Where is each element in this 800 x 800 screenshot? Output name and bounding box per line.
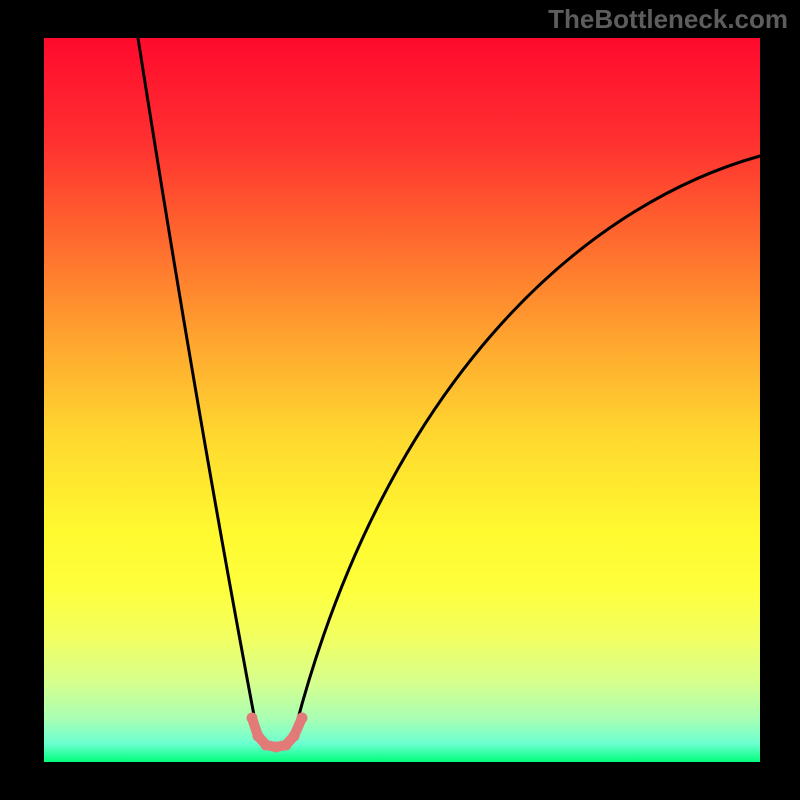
curve-valley-dot [289, 731, 300, 742]
curve-valley-dot [281, 740, 292, 751]
curve-valley-dot [271, 742, 282, 753]
bottleneck-curve [44, 38, 760, 762]
curve-left [138, 38, 256, 726]
curve-valley-dot [297, 713, 308, 724]
watermark-text: TheBottleneck.com [548, 4, 788, 35]
curve-right [296, 156, 760, 726]
curve-valley-dot [247, 713, 258, 724]
plot-area [44, 38, 760, 762]
curve-valley-dot [261, 740, 272, 751]
curve-valley-dot [253, 731, 264, 742]
chart-frame: TheBottleneck.com [0, 0, 800, 800]
